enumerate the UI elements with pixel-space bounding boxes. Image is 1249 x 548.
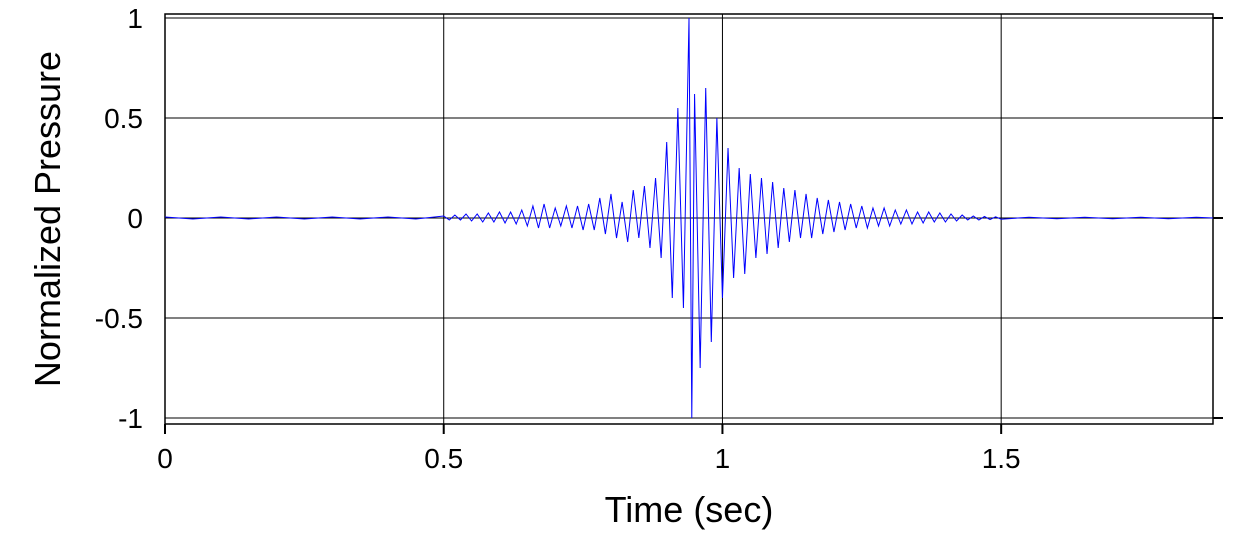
waveform-line (164, 17, 1214, 419)
x-axis-label: Time (sec) (605, 489, 774, 530)
y-tick-label: -1 (118, 403, 143, 434)
x-tick-label: 0 (157, 443, 173, 474)
y-tick-label: -0.5 (95, 303, 143, 334)
y-tick-label: 1 (127, 3, 143, 34)
y-tick-label: 0 (127, 203, 143, 234)
y-axis-label: Normalized Pressure (27, 51, 68, 387)
x-tick-label: 1.5 (982, 443, 1021, 474)
x-tick-label: 1 (715, 443, 731, 474)
x-tick-label: 0.5 (424, 443, 463, 474)
plot-frame (164, 13, 1214, 425)
y-tick-label: 0.5 (104, 103, 143, 134)
